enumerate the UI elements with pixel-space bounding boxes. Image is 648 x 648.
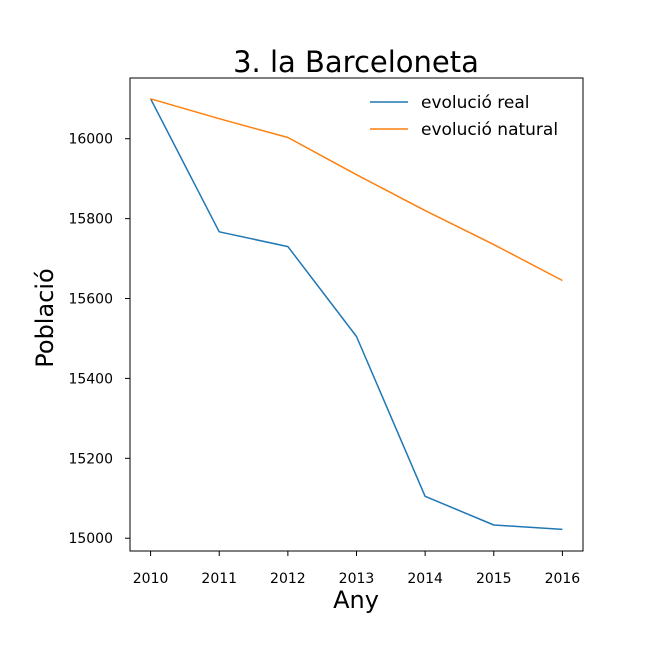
plot-area [129,77,584,552]
y-tick-label: 16000 [68,132,113,148]
x-tick-label: 2013 [339,571,375,587]
y-tick-label: 15200 [68,451,113,467]
legend-label: evolució real [421,93,530,113]
x-tick-label: 2016 [545,571,581,587]
plot-frame [129,77,584,552]
legend-label: evolució natural [421,120,558,140]
y-axis: 15000 15200 15400 15600 15800 16000 [68,132,130,547]
series-lines [149,98,563,531]
legend: evolució real evolució natural [370,93,558,140]
series-line-1 [150,98,563,282]
y-tick-label: 15800 [68,212,113,228]
x-tick-label: 2012 [270,571,306,587]
x-tick-label: 2011 [201,571,237,587]
x-tick-label: 2015 [476,571,512,587]
x-tick-label: 2010 [133,571,169,587]
chart-title: 3. la Barceloneta [233,45,479,79]
x-tick-label: 2014 [407,571,443,587]
x-axis-title: Any [333,586,379,614]
y-tick-label: 15400 [68,371,113,387]
series-line-0 [149,98,563,531]
x-axis: 2010 2011 2012 2013 2014 2015 2016 [133,551,581,587]
y-tick-label: 15600 [68,292,113,308]
y-tick-label: 15000 [68,531,113,547]
y-axis-title: Població [31,268,59,367]
